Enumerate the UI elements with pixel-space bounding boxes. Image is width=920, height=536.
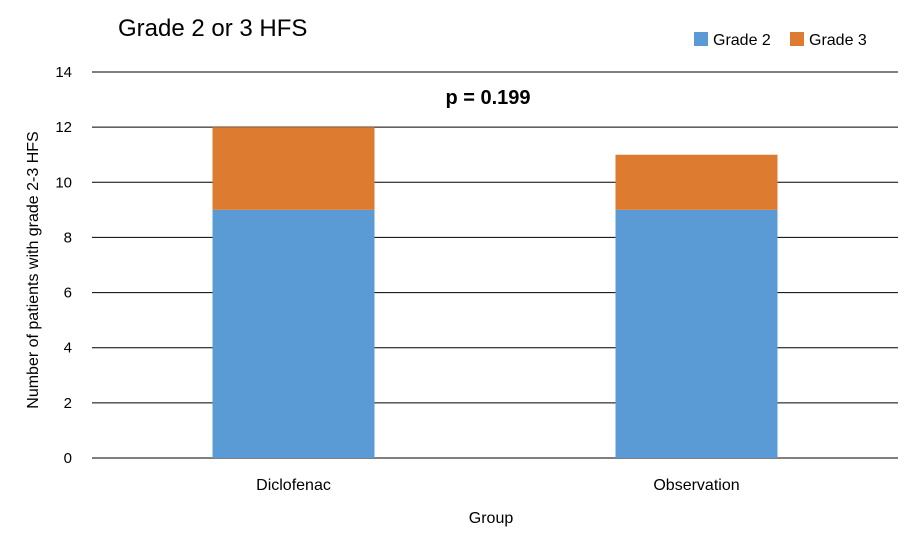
y-tick-label-10: 10 bbox=[55, 174, 72, 191]
legend-swatch-grade-2 bbox=[694, 32, 708, 46]
y-axis-title: Number of patients with grade 2-3 HFS bbox=[25, 131, 42, 408]
bars bbox=[212, 127, 778, 458]
y-tick-label-12: 12 bbox=[55, 119, 72, 136]
bar-observation-grade-3 bbox=[615, 154, 778, 210]
bar-diclofenac-grade-2 bbox=[212, 209, 375, 458]
bar-diclofenac-grade-3 bbox=[212, 127, 375, 210]
chart-title: Grade 2 or 3 HFS bbox=[118, 15, 307, 42]
legend-swatch-grade-3 bbox=[790, 32, 804, 46]
y-tick-label-2: 2 bbox=[64, 395, 72, 412]
x-tick-label-observation: Observation bbox=[653, 477, 739, 494]
y-axis-ticks: 0 2 4 6 8 10 12 14 bbox=[55, 64, 72, 467]
legend: Grade 2 Grade 3 bbox=[694, 32, 867, 49]
legend-label-grade-3: Grade 3 bbox=[809, 32, 867, 49]
y-tick-label-14: 14 bbox=[55, 64, 72, 81]
legend-label-grade-2: Grade 2 bbox=[713, 32, 771, 49]
x-tick-label-diclofenac: Diclofenac bbox=[256, 477, 331, 494]
y-tick-label-8: 8 bbox=[64, 229, 72, 246]
x-axis-title: Group bbox=[469, 510, 514, 527]
y-tick-label-4: 4 bbox=[64, 340, 72, 357]
x-axis-labels: Diclofenac Observation bbox=[256, 477, 739, 494]
p-value-annotation: p = 0.199 bbox=[445, 87, 530, 109]
bar-observation-grade-2 bbox=[615, 209, 778, 458]
y-tick-label-0: 0 bbox=[64, 450, 72, 467]
y-tick-label-6: 6 bbox=[64, 285, 72, 302]
